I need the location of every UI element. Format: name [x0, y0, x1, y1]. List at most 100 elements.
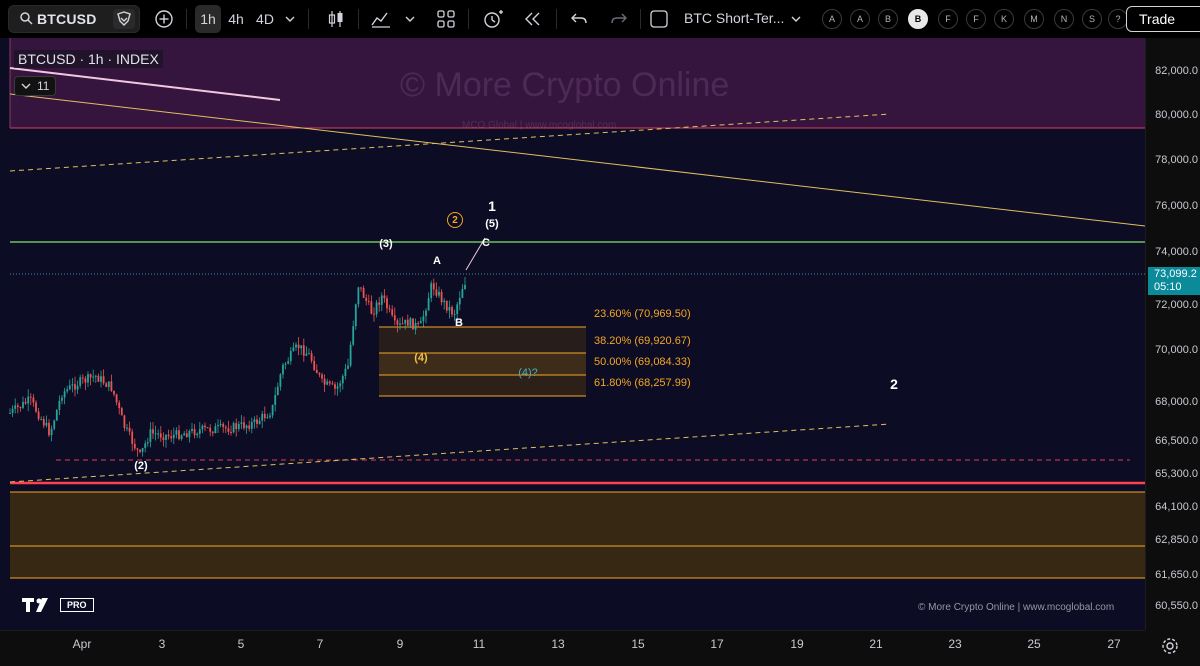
candle-body	[139, 449, 141, 452]
fib-label-61: 61.80% (68,257.99)	[594, 377, 691, 389]
candle-body	[152, 429, 154, 434]
candle-body	[133, 443, 136, 449]
quick-button-m[interactable]: M	[1024, 9, 1044, 29]
redo-button[interactable]	[606, 5, 632, 33]
fib-zone-2	[379, 353, 586, 375]
quick-button-s[interactable]: S	[1082, 9, 1102, 29]
quick-button-f1[interactable]: F	[938, 9, 958, 29]
candle-body	[461, 288, 464, 298]
candle-body	[409, 318, 412, 326]
interval-1h[interactable]: 1h	[195, 5, 221, 33]
candle-body	[300, 345, 303, 349]
quick-button-a1[interactable]: A	[822, 9, 842, 29]
alert-button[interactable]	[478, 5, 508, 33]
time-axis[interactable]: Apr 3 5 7 9 11 13 15 17 19 21 23 25 27	[0, 630, 1145, 666]
interval-4h[interactable]: 4h	[228, 11, 244, 27]
candle-body	[191, 428, 193, 432]
indicators-button[interactable]	[367, 5, 395, 33]
candle-body	[373, 313, 375, 315]
alarm-clock-icon	[484, 10, 503, 28]
candle-body	[365, 297, 368, 301]
fib-zone-1	[379, 327, 586, 353]
candle-body	[162, 437, 165, 440]
candle-body	[375, 302, 378, 315]
candle-body	[339, 383, 342, 387]
wave-label-b: B	[455, 317, 463, 329]
candle-body	[344, 368, 347, 377]
candle-body	[175, 430, 178, 435]
compare-flag-icon[interactable]	[113, 9, 135, 29]
candle-body	[92, 376, 95, 378]
trade-button[interactable]: Trade	[1126, 6, 1200, 32]
candle-body	[211, 431, 214, 434]
quick-button-n[interactable]: N	[1054, 9, 1074, 29]
candle-body	[136, 448, 139, 450]
interval-4d[interactable]: 4D	[256, 11, 274, 27]
candle-body	[178, 430, 180, 440]
last-price-tag: 73,099.2 05:10	[1148, 267, 1200, 295]
settings-gear-icon[interactable]	[1160, 636, 1180, 656]
candle-body	[81, 377, 84, 379]
price-axis[interactable]: 82,000.0 80,000.0 78,000.0 76,000.0 74,0…	[1145, 38, 1200, 630]
toolbar-separator	[358, 9, 359, 29]
layout-button[interactable]	[432, 5, 460, 33]
alert-checkbox[interactable]	[648, 5, 670, 33]
interval-dropdown[interactable]	[282, 5, 298, 33]
grid-layout-icon	[437, 10, 455, 28]
tradingview-logo[interactable]: PRO	[22, 597, 94, 613]
candle-body	[154, 433, 157, 435]
quick-button-b1[interactable]: B	[878, 9, 898, 29]
candle-body	[37, 411, 40, 420]
candle-body	[19, 407, 22, 409]
price-tick: 64,100.0	[1155, 501, 1198, 513]
candle-body	[464, 284, 466, 289]
quick-button-help[interactable]: ?	[1108, 9, 1128, 29]
candle-body	[308, 353, 310, 355]
symbol-search-box[interactable]: BTCUSD	[8, 5, 140, 33]
replay-button[interactable]	[520, 5, 546, 33]
candle-body	[248, 425, 251, 429]
candle-body	[352, 326, 355, 345]
candle-body	[282, 364, 284, 375]
pink-trend-line	[9, 67, 281, 101]
quick-button-k[interactable]: K	[994, 9, 1014, 29]
candle-body	[115, 394, 118, 403]
wave-label-c: C	[482, 237, 490, 249]
add-symbol-button[interactable]	[150, 5, 178, 33]
candle-body	[425, 310, 427, 317]
redo-icon	[611, 13, 627, 24]
candle-body	[74, 384, 76, 390]
candle-body	[341, 376, 344, 384]
candle-body	[159, 433, 162, 438]
candle-body	[386, 298, 388, 309]
chart-pane[interactable]: BTCUSD · 1h · INDEX 11 © More Crypto Onl…	[0, 38, 1145, 630]
candle-body	[94, 375, 97, 377]
quick-button-f2[interactable]: F	[966, 9, 986, 29]
candle-body	[107, 381, 110, 387]
quick-button-a2[interactable]: A	[850, 9, 870, 29]
time-tick: 3	[158, 637, 166, 651]
indicators-dropdown[interactable]	[402, 5, 418, 33]
indicators-toggle[interactable]: 11	[14, 76, 57, 96]
chevron-down-icon	[21, 83, 31, 89]
candle-body	[261, 413, 264, 421]
chart-type-button[interactable]	[322, 5, 350, 33]
quick-button-b2[interactable]: B	[908, 9, 928, 29]
undo-button[interactable]	[566, 5, 592, 33]
price-tick: 78,000.0	[1155, 154, 1198, 166]
candle-body	[417, 323, 420, 325]
candle-body	[222, 423, 225, 427]
chart-canvas[interactable]	[0, 38, 1145, 630]
alert-name-label[interactable]: BTC Short-Ter...	[684, 10, 785, 26]
candle-body	[360, 287, 362, 289]
fib-label-50: 50.00% (69,084.33)	[594, 356, 691, 368]
wave-label-1: 1	[488, 198, 496, 214]
wave-label-5: (5)	[485, 218, 499, 230]
alert-dropdown[interactable]	[788, 5, 804, 33]
candle-body	[58, 400, 61, 410]
candle-body	[258, 420, 261, 424]
time-tick: 21	[869, 637, 883, 651]
candle-body	[105, 383, 108, 387]
price-tick: 61,650.0	[1155, 569, 1198, 581]
price-tick: 60,550.0	[1155, 600, 1198, 612]
